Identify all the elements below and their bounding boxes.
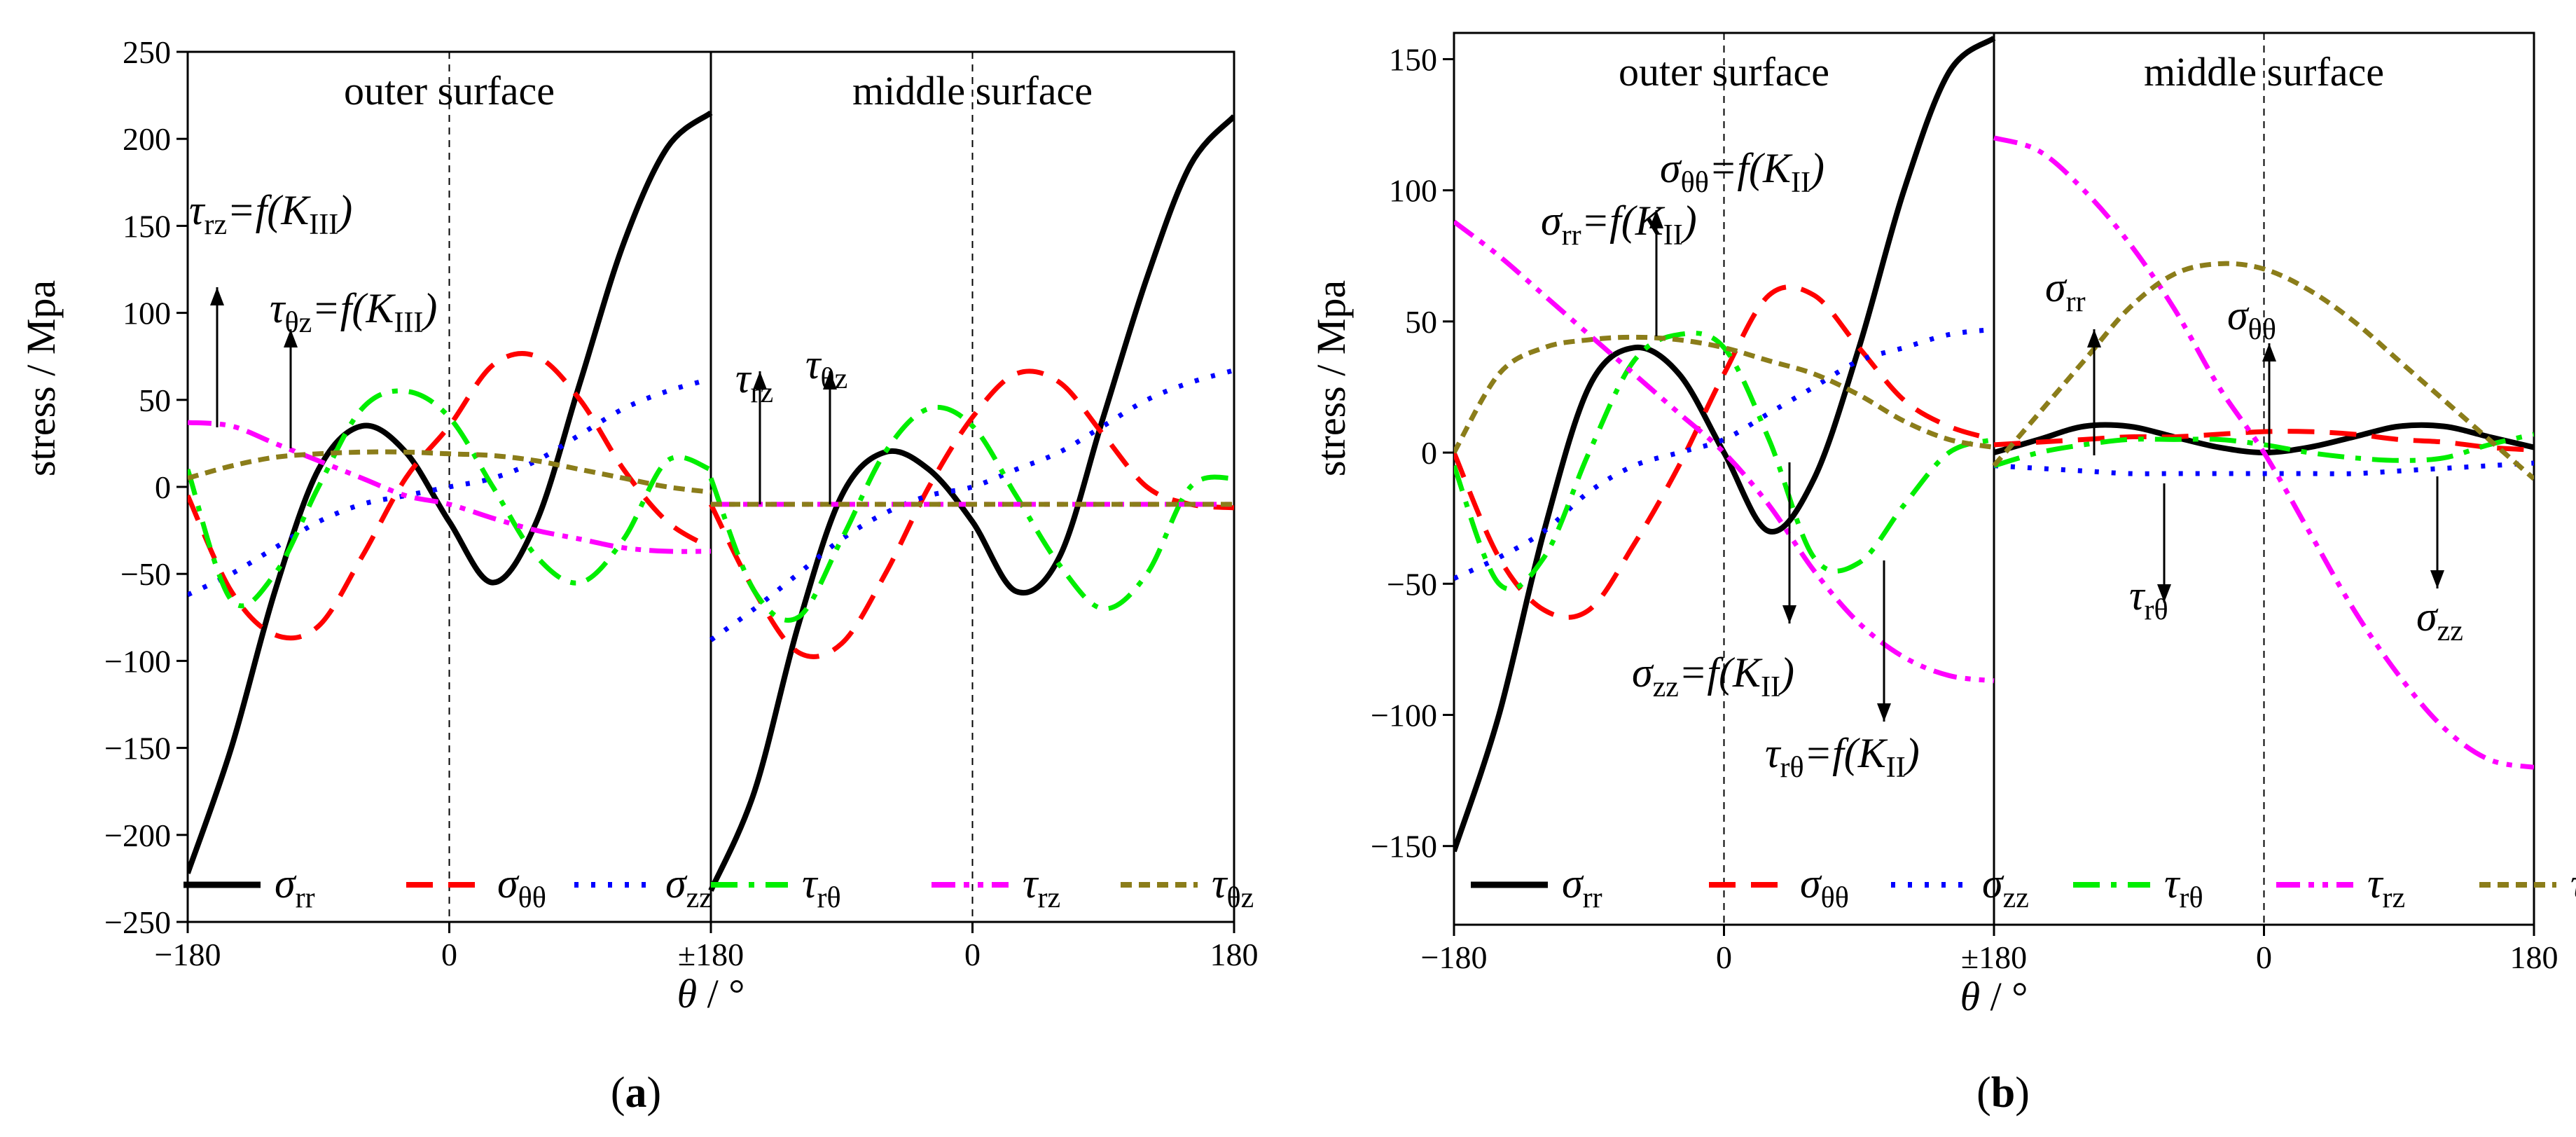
surface-label-middle: middle surface <box>2144 49 2384 95</box>
legend-entry: σzz <box>1982 860 2029 914</box>
y-tick-label: −100 <box>104 643 171 679</box>
series-line-θz-outer <box>1454 334 1995 454</box>
x-axis-label: θ / ° <box>677 971 745 1017</box>
panel-a: −250 −200 −150 −100 −50 0 50 100 150 200 250 −180 0 ±… <box>18 34 1259 1117</box>
series-line-rθ-middle <box>1993 432 2534 469</box>
arrow-head <box>1782 605 1796 623</box>
y-tick-label: −200 <box>104 818 171 853</box>
y-axis-label: stress / Mpa <box>1308 280 1354 476</box>
series-line-θθ-outer <box>188 351 712 641</box>
x-tick-label: −180 <box>155 937 221 972</box>
surface-label-outer: outer surface <box>1619 49 1829 95</box>
x-tick-label: −180 <box>1421 939 1488 975</box>
y-tick-label: 100 <box>123 296 171 331</box>
legend-entry: σθθ <box>497 860 546 914</box>
x-tick-label: ±180 <box>678 937 744 972</box>
arrow-head <box>2087 329 2101 347</box>
panel-caption: (b) <box>1976 1069 2030 1117</box>
series-line-rr-outer <box>188 110 713 874</box>
legend-entry: τrθ <box>2164 860 2203 914</box>
series-line-rr-middle <box>708 114 1234 892</box>
y-tick-label: 150 <box>123 208 171 244</box>
y-tick-label: 150 <box>1389 41 1437 77</box>
arrow-head <box>1649 210 1663 228</box>
arrow-head <box>2262 343 2276 361</box>
surface-label-outer: outer surface <box>344 68 555 113</box>
x-tick-label: ±180 <box>1961 939 2027 975</box>
legend-entry: σθθ <box>1800 860 1849 914</box>
series-line-rr-outer <box>1454 36 1996 853</box>
arrow-head <box>2157 584 2171 602</box>
arrow-head <box>210 287 224 305</box>
series-line-rθ-outer <box>188 388 712 609</box>
legend-entry: σzz <box>665 860 712 914</box>
series-line-zz-middle <box>1993 460 2534 476</box>
series-line-zz-outer <box>188 376 712 598</box>
annotation-label: τrθ=f(KII) <box>1765 730 1920 784</box>
y-tick-label: 50 <box>139 383 171 418</box>
y-tick-label: −150 <box>1371 829 1437 864</box>
arrow-head <box>1877 703 1891 722</box>
y-tick-label: 200 <box>123 121 171 157</box>
series-line-rz-middle <box>1993 135 2534 770</box>
series-line-θθ-outer <box>1454 284 1995 620</box>
annotation-label: σθθ=f(KII) <box>1660 145 1824 199</box>
legend-entry: σrr <box>1562 860 1602 914</box>
legend-entry: τθz <box>1212 860 1254 914</box>
y-axis-label: stress / Mpa <box>18 280 64 476</box>
y-tick-label: −100 <box>1371 697 1437 733</box>
arrow-head <box>823 371 837 390</box>
annotation-label: σrr=f(KII) <box>1541 198 1697 251</box>
annotation-label: τrz=f(KIII) <box>189 187 352 241</box>
annotation-label: σrr <box>2045 264 2086 318</box>
series-line-θθ-middle <box>1993 429 2534 453</box>
y-tick-label: 50 <box>1405 304 1437 340</box>
y-tick-label: 0 <box>1421 435 1437 471</box>
surface-label-middle: middle surface <box>852 68 1093 113</box>
annotation-label: τrθ <box>2129 572 2168 626</box>
annotation-label: σθθ <box>2227 292 2276 346</box>
panel-caption: (a) <box>611 1069 661 1117</box>
legend-entry: τrz <box>2367 860 2405 914</box>
y-tick-label: 250 <box>123 34 171 70</box>
series-line-rθ-middle <box>708 404 1234 623</box>
legend-entry: τrθ <box>802 860 841 914</box>
arrow-head <box>2430 570 2444 588</box>
annotation-label: τθz=f(KIII) <box>270 285 437 339</box>
x-tick-label: 180 <box>1210 937 1259 972</box>
series-line-θz-middle <box>1992 261 2534 481</box>
x-tick-label: 0 <box>1716 939 1732 975</box>
y-tick-label: −50 <box>1387 566 1437 602</box>
x-tick-label: 0 <box>441 937 457 972</box>
y-tick-label: 0 <box>155 469 171 505</box>
series-line-θz-outer <box>188 449 712 495</box>
y-tick-label: −250 <box>104 904 171 940</box>
x-tick-label: 0 <box>2256 939 2272 975</box>
annotation-label: σzz <box>2416 593 2463 647</box>
series-line-zz-outer <box>1454 326 1995 581</box>
legend-entry: τθz <box>2570 860 2576 914</box>
annotation-label: τθz <box>805 341 847 395</box>
series-line-rz-outer <box>188 420 712 554</box>
panel-b: −150 −100 −50 0 50 100 150 −180 0 ±180 0 180 stress … <box>1308 32 2576 1117</box>
y-tick-label: −150 <box>104 731 171 766</box>
y-tick-label: 100 <box>1389 173 1437 209</box>
x-tick-label: 180 <box>2510 939 2558 975</box>
legend-entry: τrz <box>1023 860 1060 914</box>
series-line-θθ-middle <box>708 368 1234 659</box>
x-axis-label: θ / ° <box>1960 974 2028 1019</box>
y-tick-label: −50 <box>120 556 171 592</box>
x-tick-label: 0 <box>964 937 981 972</box>
series-line-rθ-outer <box>1454 330 1995 592</box>
annotation-label: τrz <box>735 355 773 409</box>
legend-entry: σrr <box>275 860 315 914</box>
arrow-head <box>284 329 298 347</box>
annotation-label: σzz=f(KII) <box>1632 649 1794 703</box>
arrow-head <box>753 371 767 390</box>
